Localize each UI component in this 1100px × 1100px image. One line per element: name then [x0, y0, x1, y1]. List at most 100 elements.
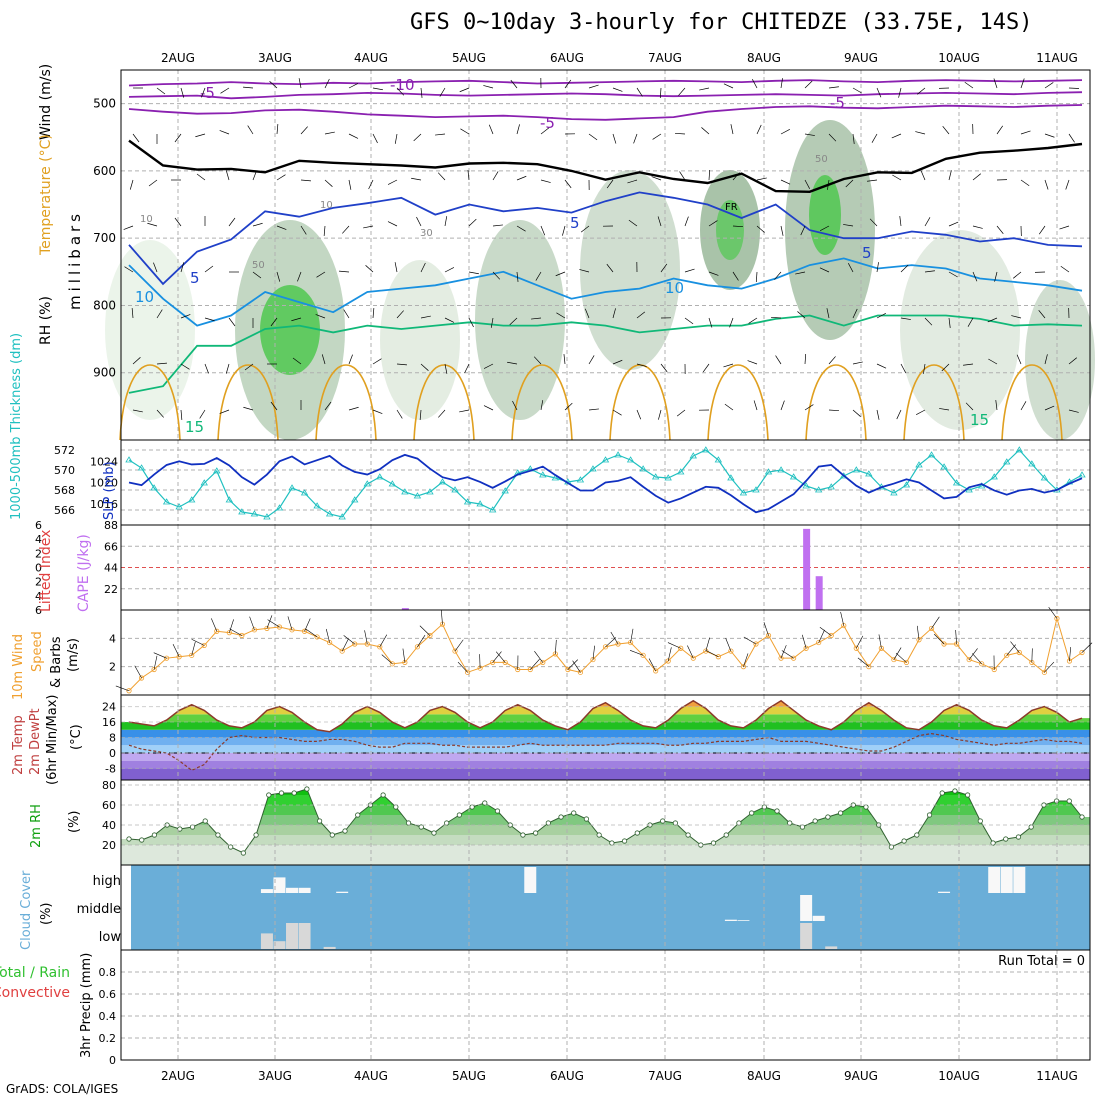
wind-barb	[420, 315, 431, 319]
contour-label: 5	[190, 269, 200, 287]
rh-point	[596, 832, 602, 838]
wind-barb	[372, 87, 383, 91]
wind-barb	[701, 127, 710, 135]
rh-point	[494, 808, 501, 814]
cloud-block	[938, 891, 951, 893]
wind-barb	[225, 170, 230, 181]
wind-speed-point	[665, 658, 671, 664]
contour-label: 50	[252, 260, 265, 271]
wind-barb	[1044, 354, 1048, 365]
wind-barb	[605, 637, 617, 648]
rh-band	[121, 805, 1090, 815]
wind-barb	[606, 263, 614, 273]
thickness-point	[263, 513, 271, 520]
date-tick-top: 10AUG	[938, 51, 980, 65]
y-tick-right: 88	[104, 519, 118, 532]
wind-barb	[732, 271, 739, 281]
wind-barb	[931, 616, 940, 629]
upper-air-panel: 500 600 700 800 900 -10 -5 -5 -5 5 5 5 10 10 15 15 10 30 5…	[38, 64, 1095, 441]
wind-barb	[483, 85, 494, 89]
contour-line	[315, 364, 377, 441]
precip-total-label: Total / Rain	[0, 965, 70, 981]
wind-barb	[225, 363, 230, 374]
rh-band	[121, 845, 1090, 865]
wind-10m-panel: 2 4 10m Wind Speed & Barbs (m/s)	[11, 606, 1093, 700]
rh-point	[253, 832, 259, 838]
wind-barb	[156, 309, 163, 319]
cloud-block	[336, 891, 349, 893]
cloud-block	[800, 895, 813, 921]
wind-barb	[627, 179, 638, 184]
wind-barb	[492, 171, 499, 181]
thickness-point	[940, 463, 948, 470]
wind-barb	[510, 79, 518, 89]
thickness-point	[162, 498, 171, 505]
wind-barb	[588, 133, 598, 141]
cloud-label-group: Cloud Cover (%)	[19, 870, 54, 950]
wind-barb	[387, 179, 398, 185]
wind-barb	[915, 131, 926, 135]
upper-air-label-group: Wind (m/s)Temperature (°C) RH (%)	[38, 64, 54, 345]
cloud-block	[298, 923, 311, 949]
wind-barb	[708, 169, 711, 181]
wind-barb	[780, 128, 790, 135]
date-tick-bottom: 4AUG	[354, 1069, 388, 1083]
wind-barb	[869, 218, 878, 227]
wind-barb	[440, 610, 443, 625]
wind-speed-point	[853, 645, 859, 651]
wind-barb	[900, 264, 909, 273]
rh-band	[121, 835, 1090, 845]
wind-barb	[1020, 179, 1030, 187]
wind-speed-point	[765, 632, 772, 639]
wind-speed-point	[640, 652, 646, 658]
y-tick-label: 0.4	[99, 1010, 117, 1023]
wind-barb	[219, 409, 230, 414]
wind-barb	[612, 409, 622, 416]
wind-speed-point	[189, 652, 195, 658]
wind-speed-point	[402, 659, 408, 666]
wind-barb	[828, 409, 840, 412]
contour-line	[128, 191, 1083, 286]
y-tick-label: 40	[102, 819, 116, 832]
y-tick-right: 1024	[90, 455, 118, 468]
wind-barb	[948, 221, 959, 227]
wind-barb	[674, 132, 686, 135]
wind-speed-point	[301, 628, 308, 634]
rh-point	[266, 792, 272, 798]
wind-barb	[372, 308, 375, 319]
wind-barb	[652, 133, 662, 140]
contour-label: -5	[830, 94, 845, 112]
y-tick-right: 1016	[90, 498, 118, 511]
wind-barb	[948, 271, 958, 278]
wind-barb	[509, 317, 518, 326]
date-tick-bottom: 9AUG	[844, 1069, 878, 1083]
thickness-slp-panel: 566 568 570 572 1016 1020 1024 1000-500mb Thick…	[9, 333, 1091, 526]
wind-barb	[396, 87, 405, 96]
wind-barb	[804, 133, 815, 136]
wind-barb	[1044, 179, 1049, 190]
wind-barb	[659, 87, 662, 99]
wind-speed-point	[151, 666, 157, 673]
wind-barb	[606, 179, 614, 189]
wind-barb	[1044, 133, 1055, 138]
contour-line	[128, 104, 1083, 121]
cloud-block	[286, 923, 299, 949]
wind-speed-point	[364, 641, 370, 647]
thickness-point	[238, 508, 246, 515]
thickness-point	[651, 473, 660, 480]
y-tick-left: 4	[35, 590, 42, 603]
rh-band	[121, 825, 1090, 835]
thickness-point	[300, 489, 309, 496]
thickness-point	[639, 465, 647, 472]
wind-barb	[636, 409, 642, 420]
wind-barb	[933, 633, 945, 645]
thickness-point	[250, 510, 259, 517]
wind-barb	[924, 270, 935, 273]
date-tick-bottom: 2AUG	[161, 1069, 195, 1083]
thickness-point	[890, 489, 898, 496]
wind-barb	[132, 357, 141, 365]
wind-barb	[780, 225, 784, 236]
wind-barb	[324, 131, 335, 135]
